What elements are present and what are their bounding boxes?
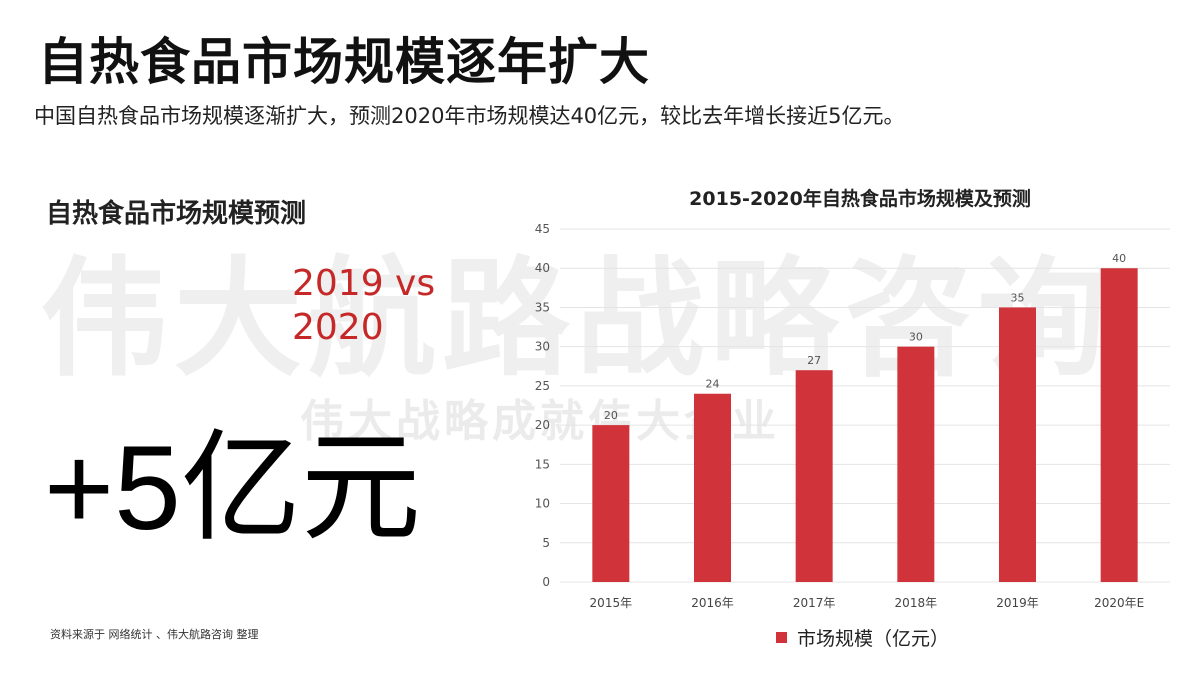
x-tick-label: 2018年 xyxy=(895,596,938,610)
data-label: 20 xyxy=(604,409,618,422)
page-subtitle: 中国自热食品市场规模逐渐扩大，预测2020年市场规模达40亿元，较比去年增长接近… xyxy=(34,104,905,128)
y-tick-label: 45 xyxy=(535,222,550,236)
bar xyxy=(592,425,630,582)
x-tick-label: 2015年 xyxy=(590,596,633,610)
bar xyxy=(999,307,1036,582)
bar xyxy=(1100,268,1138,582)
bar xyxy=(694,393,731,582)
comparison-line-1: 2019 vs xyxy=(292,263,436,304)
legend-swatch xyxy=(776,632,787,643)
source-note: 资料来源于 网络统计 、伟大航路咨询 整理 xyxy=(50,628,259,641)
y-tick-label: 0 xyxy=(542,575,550,589)
y-tick-label: 20 xyxy=(535,418,550,432)
data-label: 27 xyxy=(807,354,821,367)
y-tick-label: 40 xyxy=(535,261,550,275)
bar-chart: 0 5 10 15 20 25 30 35 40 45 20 2015年 24 2016年 27 2017年 3… xyxy=(535,222,1170,610)
chart-legend: 市场规模（亿元） xyxy=(776,624,949,651)
bar xyxy=(897,346,935,582)
y-tick-label: 25 xyxy=(535,379,550,393)
x-tick-label: 2016年 xyxy=(691,596,734,610)
growth-delta: +5亿元 xyxy=(44,421,421,555)
page-title: 自热食品市场规模逐年扩大 xyxy=(38,33,650,91)
chart-title: 2015-2020年自热食品市场规模及预测 xyxy=(689,188,1031,210)
y-tick-label: 35 xyxy=(535,300,550,314)
comparison-line-2: 2020 xyxy=(292,307,384,348)
y-tick-label: 15 xyxy=(535,457,550,471)
y-tick-label: 10 xyxy=(535,497,550,511)
data-label: 24 xyxy=(706,378,720,391)
data-label: 30 xyxy=(909,331,923,344)
comparison-label: 2019 vs 2020 xyxy=(292,262,492,350)
bar xyxy=(795,370,833,582)
x-tick-label: 2017年 xyxy=(793,596,836,610)
legend-label: 市场规模（亿元） xyxy=(797,628,950,650)
data-label: 35 xyxy=(1011,291,1025,304)
data-label: 40 xyxy=(1112,252,1126,265)
y-tick-label: 30 xyxy=(535,340,550,354)
y-tick-label: 5 xyxy=(542,536,550,550)
x-tick-label: 2020年E xyxy=(1094,596,1144,610)
x-tick-label: 2019年 xyxy=(996,596,1039,610)
forecast-heading: 自热食品市场规模预测 xyxy=(46,199,307,229)
